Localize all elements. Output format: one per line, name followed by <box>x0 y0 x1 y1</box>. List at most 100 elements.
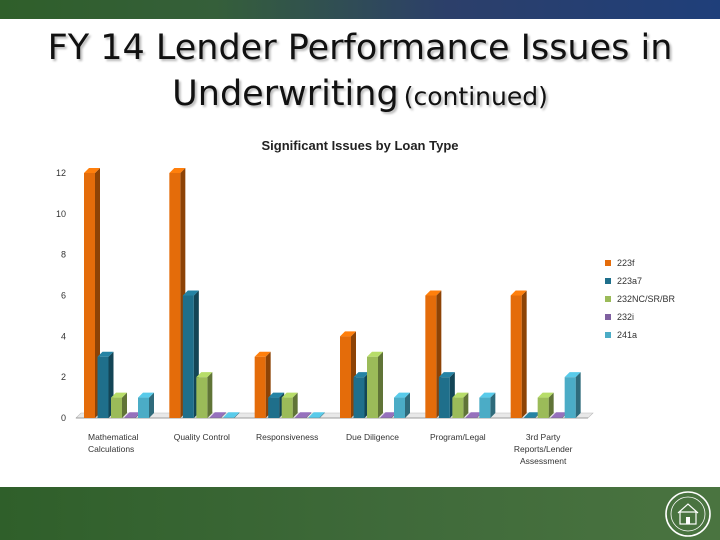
bar <box>551 417 563 418</box>
y-tick-label: 4 <box>61 331 66 341</box>
legend-entry: 241a <box>617 330 637 340</box>
legend-swatch <box>605 332 611 338</box>
bar-top <box>254 351 271 357</box>
bar <box>97 356 109 418</box>
bar-top <box>524 412 541 418</box>
bar <box>367 356 378 418</box>
bar-side <box>220 412 226 418</box>
slide-title-line2: Underwriting <box>172 74 399 114</box>
x-tick-label: Due Diligence <box>346 432 399 442</box>
bar-top <box>268 392 285 398</box>
y-tick-label: 10 <box>56 209 66 219</box>
bar-chart: Significant Issues by Loan Type 0 2 4 6 8 10 12… <box>56 138 676 466</box>
bar <box>281 397 293 418</box>
bar-top <box>394 392 410 398</box>
bar-top <box>169 168 186 173</box>
bar <box>564 377 576 418</box>
bar-side <box>306 412 312 418</box>
bar-side <box>207 372 213 418</box>
y-tick-label: 8 <box>61 250 66 260</box>
bar-top <box>367 351 383 357</box>
bar-top <box>353 372 370 378</box>
bar-top <box>452 392 469 398</box>
legend-swatch <box>605 314 611 320</box>
bar-side <box>378 351 383 418</box>
bar-top <box>196 372 213 378</box>
bar <box>169 173 181 418</box>
bar <box>111 397 122 418</box>
bar <box>452 397 464 418</box>
bar-top <box>209 412 226 418</box>
slide-title-suffix: (continued) <box>403 82 548 111</box>
y-tick-label: 12 <box>56 168 66 178</box>
y-tick-label: 0 <box>61 413 66 423</box>
bar <box>124 417 136 418</box>
x-tick-label: Reports/Lender <box>514 444 573 454</box>
x-tick-label: Assessment <box>520 456 567 466</box>
legend-entry: 223a7 <box>617 276 642 286</box>
bar-top <box>182 290 199 296</box>
bar-top <box>551 412 568 418</box>
bar-side <box>548 392 554 418</box>
slide-title: FY 14 Lender Performance Issues in Under… <box>0 25 720 123</box>
bar-top <box>479 392 496 398</box>
bar-side <box>521 290 527 418</box>
chart-title: Significant Issues by Loan Type <box>262 138 459 153</box>
legend-entry: 223f <box>617 258 635 268</box>
bar <box>209 417 221 418</box>
bar <box>465 417 477 418</box>
bar <box>295 417 307 418</box>
bar-side <box>319 412 325 418</box>
bar-top <box>138 392 154 398</box>
bar-side <box>575 372 581 418</box>
x-tick-label: Quality Control <box>174 432 230 442</box>
y-tick-label: 2 <box>61 372 66 382</box>
legend-swatch <box>605 296 611 302</box>
bar <box>510 295 522 418</box>
bar <box>537 397 549 418</box>
bar <box>268 397 280 418</box>
top-banner <box>0 0 720 19</box>
bar-top <box>510 290 527 296</box>
bar-top <box>111 392 127 398</box>
bar-top <box>295 412 312 418</box>
bar <box>353 377 365 418</box>
bar-side <box>122 392 127 418</box>
legend-swatch <box>605 278 611 284</box>
hud-seal-icon <box>665 491 711 537</box>
bar-top <box>223 412 240 418</box>
y-tick-label: 6 <box>61 291 66 301</box>
bar <box>438 377 450 418</box>
bar-side <box>490 392 496 418</box>
bar <box>380 417 392 418</box>
bar <box>308 417 320 418</box>
x-tick-label: Calculations <box>88 444 134 454</box>
bar <box>84 173 95 418</box>
bar-top <box>84 168 100 173</box>
bar <box>479 397 491 418</box>
bar-side <box>463 392 469 418</box>
bar-top <box>340 331 356 337</box>
bar-top <box>124 412 141 418</box>
bar <box>340 336 351 418</box>
bar <box>223 417 235 418</box>
bar-side <box>405 392 410 418</box>
bar-side <box>149 392 154 418</box>
x-tick-label: Program/Legal <box>430 432 486 442</box>
bar <box>196 377 208 418</box>
bar <box>394 397 405 418</box>
x-tick-label: Responsiveness <box>256 432 318 442</box>
bar <box>524 417 536 418</box>
bar-top <box>97 351 114 357</box>
bar <box>425 295 437 418</box>
bar-top <box>465 412 482 418</box>
bar-top <box>380 412 397 418</box>
bar-top <box>537 392 554 398</box>
bar-top <box>425 290 442 296</box>
bar-side <box>292 392 298 418</box>
bar-top <box>281 392 298 398</box>
bar <box>254 356 266 418</box>
bar-top <box>564 372 581 378</box>
bar-top <box>438 372 455 378</box>
bar-side <box>234 412 240 418</box>
